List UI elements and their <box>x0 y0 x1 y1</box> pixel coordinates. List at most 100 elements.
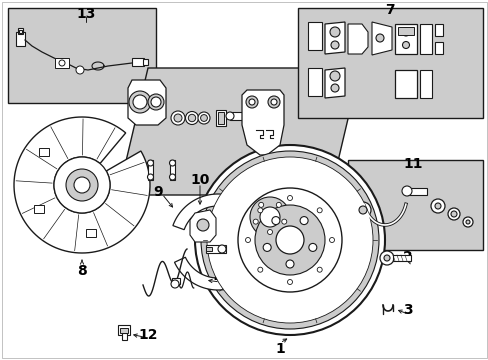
Bar <box>392 255 410 261</box>
Bar <box>347 160 482 250</box>
Text: 4: 4 <box>213 271 223 285</box>
Circle shape <box>249 197 289 237</box>
Circle shape <box>329 27 339 37</box>
Bar <box>148 160 153 180</box>
Circle shape <box>151 97 161 107</box>
Bar <box>172 278 180 284</box>
Circle shape <box>195 145 384 335</box>
Text: 8: 8 <box>77 264 87 278</box>
Circle shape <box>169 174 175 180</box>
Circle shape <box>188 114 195 122</box>
Circle shape <box>248 99 254 105</box>
Circle shape <box>257 267 262 272</box>
Circle shape <box>317 208 322 213</box>
Bar <box>118 325 130 335</box>
Circle shape <box>257 208 262 213</box>
Bar <box>216 110 225 126</box>
Text: 1: 1 <box>275 342 285 356</box>
Bar <box>419 70 431 98</box>
Circle shape <box>383 255 389 261</box>
Bar <box>297 8 482 118</box>
Circle shape <box>238 188 341 292</box>
Bar <box>205 245 225 253</box>
Bar <box>122 333 127 340</box>
Circle shape <box>285 260 293 268</box>
Polygon shape <box>347 24 367 54</box>
Bar <box>132 58 143 66</box>
Circle shape <box>254 205 325 275</box>
Circle shape <box>462 217 472 227</box>
Circle shape <box>200 114 207 121</box>
Circle shape <box>74 177 90 193</box>
Circle shape <box>133 95 147 109</box>
Circle shape <box>147 174 153 180</box>
Circle shape <box>201 151 378 329</box>
Circle shape <box>267 230 272 234</box>
Text: 5: 5 <box>207 230 217 244</box>
Circle shape <box>242 189 297 245</box>
Bar <box>34 205 43 213</box>
Circle shape <box>225 112 234 120</box>
Circle shape <box>434 203 440 209</box>
Bar <box>394 70 416 98</box>
Circle shape <box>430 199 444 213</box>
Circle shape <box>218 245 225 253</box>
Circle shape <box>354 202 370 218</box>
Circle shape <box>287 195 292 201</box>
Bar <box>229 112 251 120</box>
Text: 6: 6 <box>295 193 304 207</box>
Bar <box>205 247 212 251</box>
Circle shape <box>447 208 459 220</box>
Bar <box>170 160 175 180</box>
Circle shape <box>147 160 153 166</box>
Circle shape <box>198 112 209 124</box>
Circle shape <box>260 207 280 227</box>
Circle shape <box>59 60 65 66</box>
Circle shape <box>129 91 151 113</box>
Bar <box>406 188 426 195</box>
Polygon shape <box>325 22 345 54</box>
Polygon shape <box>128 80 165 125</box>
Text: 3: 3 <box>403 303 412 317</box>
Polygon shape <box>190 210 216 242</box>
Circle shape <box>375 34 383 42</box>
Circle shape <box>174 114 182 122</box>
Bar <box>18 28 23 34</box>
Bar <box>8 8 156 103</box>
Bar <box>142 59 148 65</box>
Circle shape <box>276 202 281 207</box>
Circle shape <box>401 28 409 36</box>
Circle shape <box>253 219 258 224</box>
Bar <box>394 24 416 54</box>
Circle shape <box>263 243 271 251</box>
Circle shape <box>171 280 179 288</box>
Bar <box>120 328 128 333</box>
Circle shape <box>300 217 307 225</box>
Circle shape <box>401 186 411 196</box>
Polygon shape <box>371 22 391 55</box>
Polygon shape <box>173 194 263 230</box>
Polygon shape <box>325 68 345 98</box>
Bar <box>85 229 96 237</box>
Circle shape <box>330 84 338 92</box>
Text: 11: 11 <box>403 157 422 171</box>
Circle shape <box>402 41 408 49</box>
Bar <box>354 213 364 218</box>
Text: 12: 12 <box>138 328 158 342</box>
Bar <box>247 110 258 122</box>
Circle shape <box>197 219 208 231</box>
Polygon shape <box>14 117 150 253</box>
Circle shape <box>267 96 280 108</box>
Circle shape <box>281 219 286 224</box>
Circle shape <box>317 267 322 272</box>
Bar <box>19 30 22 33</box>
Polygon shape <box>174 251 264 290</box>
Bar <box>307 68 321 96</box>
Polygon shape <box>242 90 284 155</box>
Circle shape <box>66 169 98 201</box>
Circle shape <box>465 220 469 224</box>
Text: 7: 7 <box>385 3 394 17</box>
Bar <box>218 112 224 124</box>
Circle shape <box>450 211 456 217</box>
Circle shape <box>54 157 110 213</box>
